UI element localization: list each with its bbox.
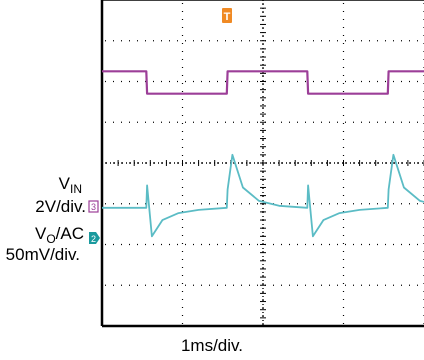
x-axis-label: 1ms/div. (180, 336, 244, 355)
channel-2-marker: 2 (89, 232, 100, 244)
marker-label: 2 (91, 234, 96, 244)
channel-3-marker: 3 (88, 200, 99, 213)
trace-channel-2 (102, 153, 424, 238)
trace-channel-3 (102, 70, 424, 95)
vo-label: VO/AC (34, 224, 84, 246)
marker-flag (89, 232, 100, 244)
marker-box (88, 200, 99, 213)
vin-scale-label: 2V/div. (35, 197, 86, 216)
plot-traces (102, 70, 424, 238)
plot-grid (100, 0, 424, 328)
vo-scale-label: 50mV/div. (5, 245, 80, 264)
trigger-marker-label: T (224, 11, 231, 23)
marker-label: 3 (91, 202, 96, 212)
vin-label: VIN (58, 174, 82, 196)
trigger-marker-flag (222, 8, 232, 23)
trigger-marker: T (222, 8, 232, 23)
channel-markers: 3 2 T (88, 8, 232, 244)
